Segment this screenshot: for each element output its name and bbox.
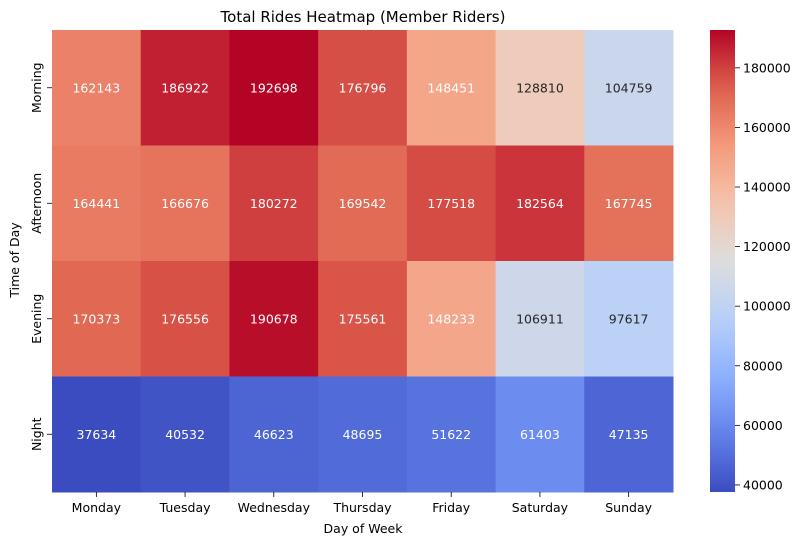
heatmap-cell-value: 148451 [427, 80, 475, 95]
y-tick-label: Morning [29, 62, 44, 113]
heatmap-cell-value: 166676 [161, 196, 209, 211]
heatmap-cell [406, 261, 497, 377]
x-tick-label: Thursday [332, 500, 392, 515]
heatmap-cell-value: 162143 [72, 80, 120, 95]
heatmap-cell-value: 128810 [516, 80, 564, 95]
y-tick-label: Night [29, 417, 44, 451]
x-axis-ticks: Monday Tuesday Wednesday Thursday Friday Satu… [72, 492, 653, 515]
heatmap-cell-value: 192698 [250, 80, 298, 95]
y-axis-ticks: Morning Afternoon Evening Night [29, 62, 52, 451]
heatmap-cell [52, 30, 142, 146]
heatmap-cell-value: 190678 [250, 311, 298, 326]
heatmap-cell-value: 175561 [339, 311, 387, 326]
heatmap-cell [52, 145, 142, 262]
heatmap-cell [140, 30, 230, 146]
colorbar-tick-label: 100000 [743, 299, 791, 314]
heatmap-cell [318, 376, 408, 493]
heatmap-cell [140, 261, 230, 377]
heatmap-cell-value: 61403 [520, 427, 560, 442]
heatmap-cell [52, 261, 142, 377]
x-tick-label: Saturday [512, 500, 569, 515]
colorbar-tick-label: 180000 [743, 60, 791, 75]
x-axis-label: Day of Week [324, 521, 404, 536]
heatmap-cell-value: 48695 [343, 427, 383, 442]
heatmap-cell-value: 176556 [161, 311, 209, 326]
heatmap-cell [140, 376, 230, 493]
heatmap-cell [318, 261, 408, 377]
heatmap-cell-value: 148233 [427, 311, 475, 326]
heatmap-cell-value: 97617 [609, 311, 649, 326]
x-tick-label: Monday [72, 500, 122, 515]
heatmap-cell [406, 376, 497, 493]
heatmap-cell [229, 145, 319, 262]
heatmap-cell [495, 376, 585, 493]
heatmap-cells [52, 30, 674, 493]
heatmap-cell-value: 164441 [72, 196, 120, 211]
heatmap-cell-value: 177518 [427, 196, 475, 211]
heatmap-cell [318, 145, 408, 262]
chart-title: Total Rides Heatmap (Member Riders) [220, 8, 506, 26]
y-axis-label: Time of Day [7, 222, 22, 299]
heatmap-cell [140, 145, 230, 262]
heatmap-cell [495, 30, 585, 146]
y-tick-label: Evening [29, 294, 44, 344]
x-tick-label: Tuesday [159, 500, 211, 515]
colorbar-tick-label: 120000 [743, 239, 791, 254]
heatmap-cell-value: 51622 [431, 427, 471, 442]
colorbar-tick-label: 160000 [743, 120, 791, 135]
colorbar-tick-label: 140000 [743, 180, 791, 195]
heatmap-cell-value: 167745 [605, 196, 653, 211]
colorbar-ticks: 40000 60000 80000 100000 120000 140000 160000 1… [735, 60, 791, 492]
heatmap-cell [495, 145, 585, 262]
heatmap-cell [318, 30, 408, 146]
x-tick-label: Sunday [605, 500, 652, 515]
heatmap-cell-value: 182564 [516, 196, 564, 211]
heatmap-cell [406, 30, 497, 146]
heatmap-cell [584, 376, 674, 493]
colorbar-tick-label: 80000 [743, 358, 783, 373]
heatmap-cell-value: 46623 [254, 427, 294, 442]
heatmap-cell [229, 376, 319, 493]
heatmap-cell [406, 145, 497, 262]
heatmap-cell [584, 30, 674, 146]
heatmap-cell-value: 106911 [516, 311, 564, 326]
colorbar [710, 30, 735, 492]
x-tick-label: Friday [432, 500, 470, 515]
heatmap-cell-value: 169542 [339, 196, 387, 211]
heatmap-cell [229, 261, 319, 377]
heatmap-cell [584, 145, 674, 262]
colorbar-tick-label: 60000 [743, 418, 783, 433]
heatmap-cell [584, 261, 674, 377]
heatmap-cell-value: 170373 [72, 311, 120, 326]
y-tick-label: Afternoon [29, 173, 44, 234]
heatmap-cell-value: 40532 [165, 427, 205, 442]
heatmap-cell-value: 104759 [605, 80, 653, 95]
heatmap-cell-value: 47135 [609, 427, 649, 442]
heatmap-cell [229, 30, 319, 146]
heatmap-cell [52, 376, 142, 493]
heatmap-cell [495, 261, 585, 377]
heatmap-cell-value: 176796 [339, 80, 387, 95]
x-tick-label: Wednesday [238, 500, 311, 515]
colorbar-tick-label: 40000 [743, 477, 783, 492]
heatmap-cell-labels: 162143 186922 192698 176796 148451 128810 1047… [72, 80, 652, 442]
heatmap-cell-value: 37634 [76, 427, 116, 442]
heatmap-cell-value: 186922 [161, 80, 209, 95]
heatmap-cell-value: 180272 [250, 196, 298, 211]
